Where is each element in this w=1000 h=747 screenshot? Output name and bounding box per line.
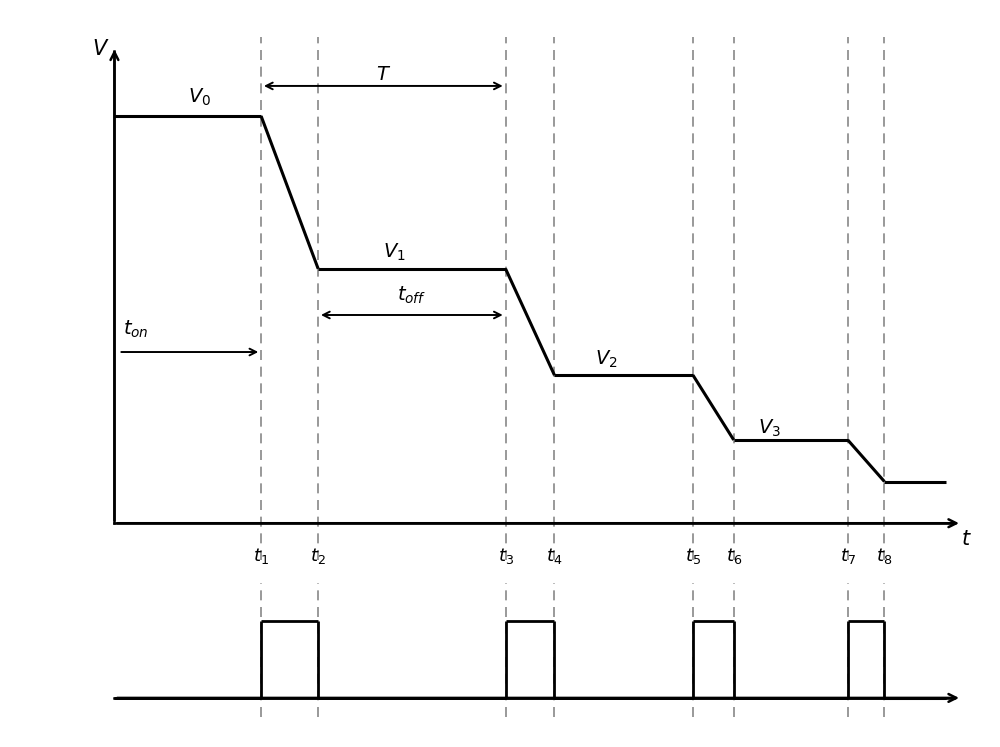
Text: $t_3$: $t_3$ <box>498 546 514 566</box>
Text: $t_1$: $t_1$ <box>253 546 269 566</box>
Text: $t_5$: $t_5$ <box>685 546 701 566</box>
Text: $t_{on}$: $t_{on}$ <box>123 319 148 341</box>
Text: $V_0$: $V_0$ <box>188 87 211 108</box>
Text: $t_8$: $t_8$ <box>876 546 893 566</box>
Text: V: V <box>93 39 107 59</box>
Text: $t_2$: $t_2$ <box>310 546 326 566</box>
Text: $t_{off}$: $t_{off}$ <box>397 285 427 306</box>
Text: $t_4$: $t_4$ <box>546 546 563 566</box>
Text: $t_7$: $t_7$ <box>840 546 856 566</box>
Text: t: t <box>962 530 970 550</box>
Text: $V_2$: $V_2$ <box>595 348 618 370</box>
Text: $t_6$: $t_6$ <box>726 546 742 566</box>
Text: $T$: $T$ <box>376 65 391 84</box>
Text: $V_3$: $V_3$ <box>758 418 781 439</box>
Text: $V_1$: $V_1$ <box>383 242 406 263</box>
